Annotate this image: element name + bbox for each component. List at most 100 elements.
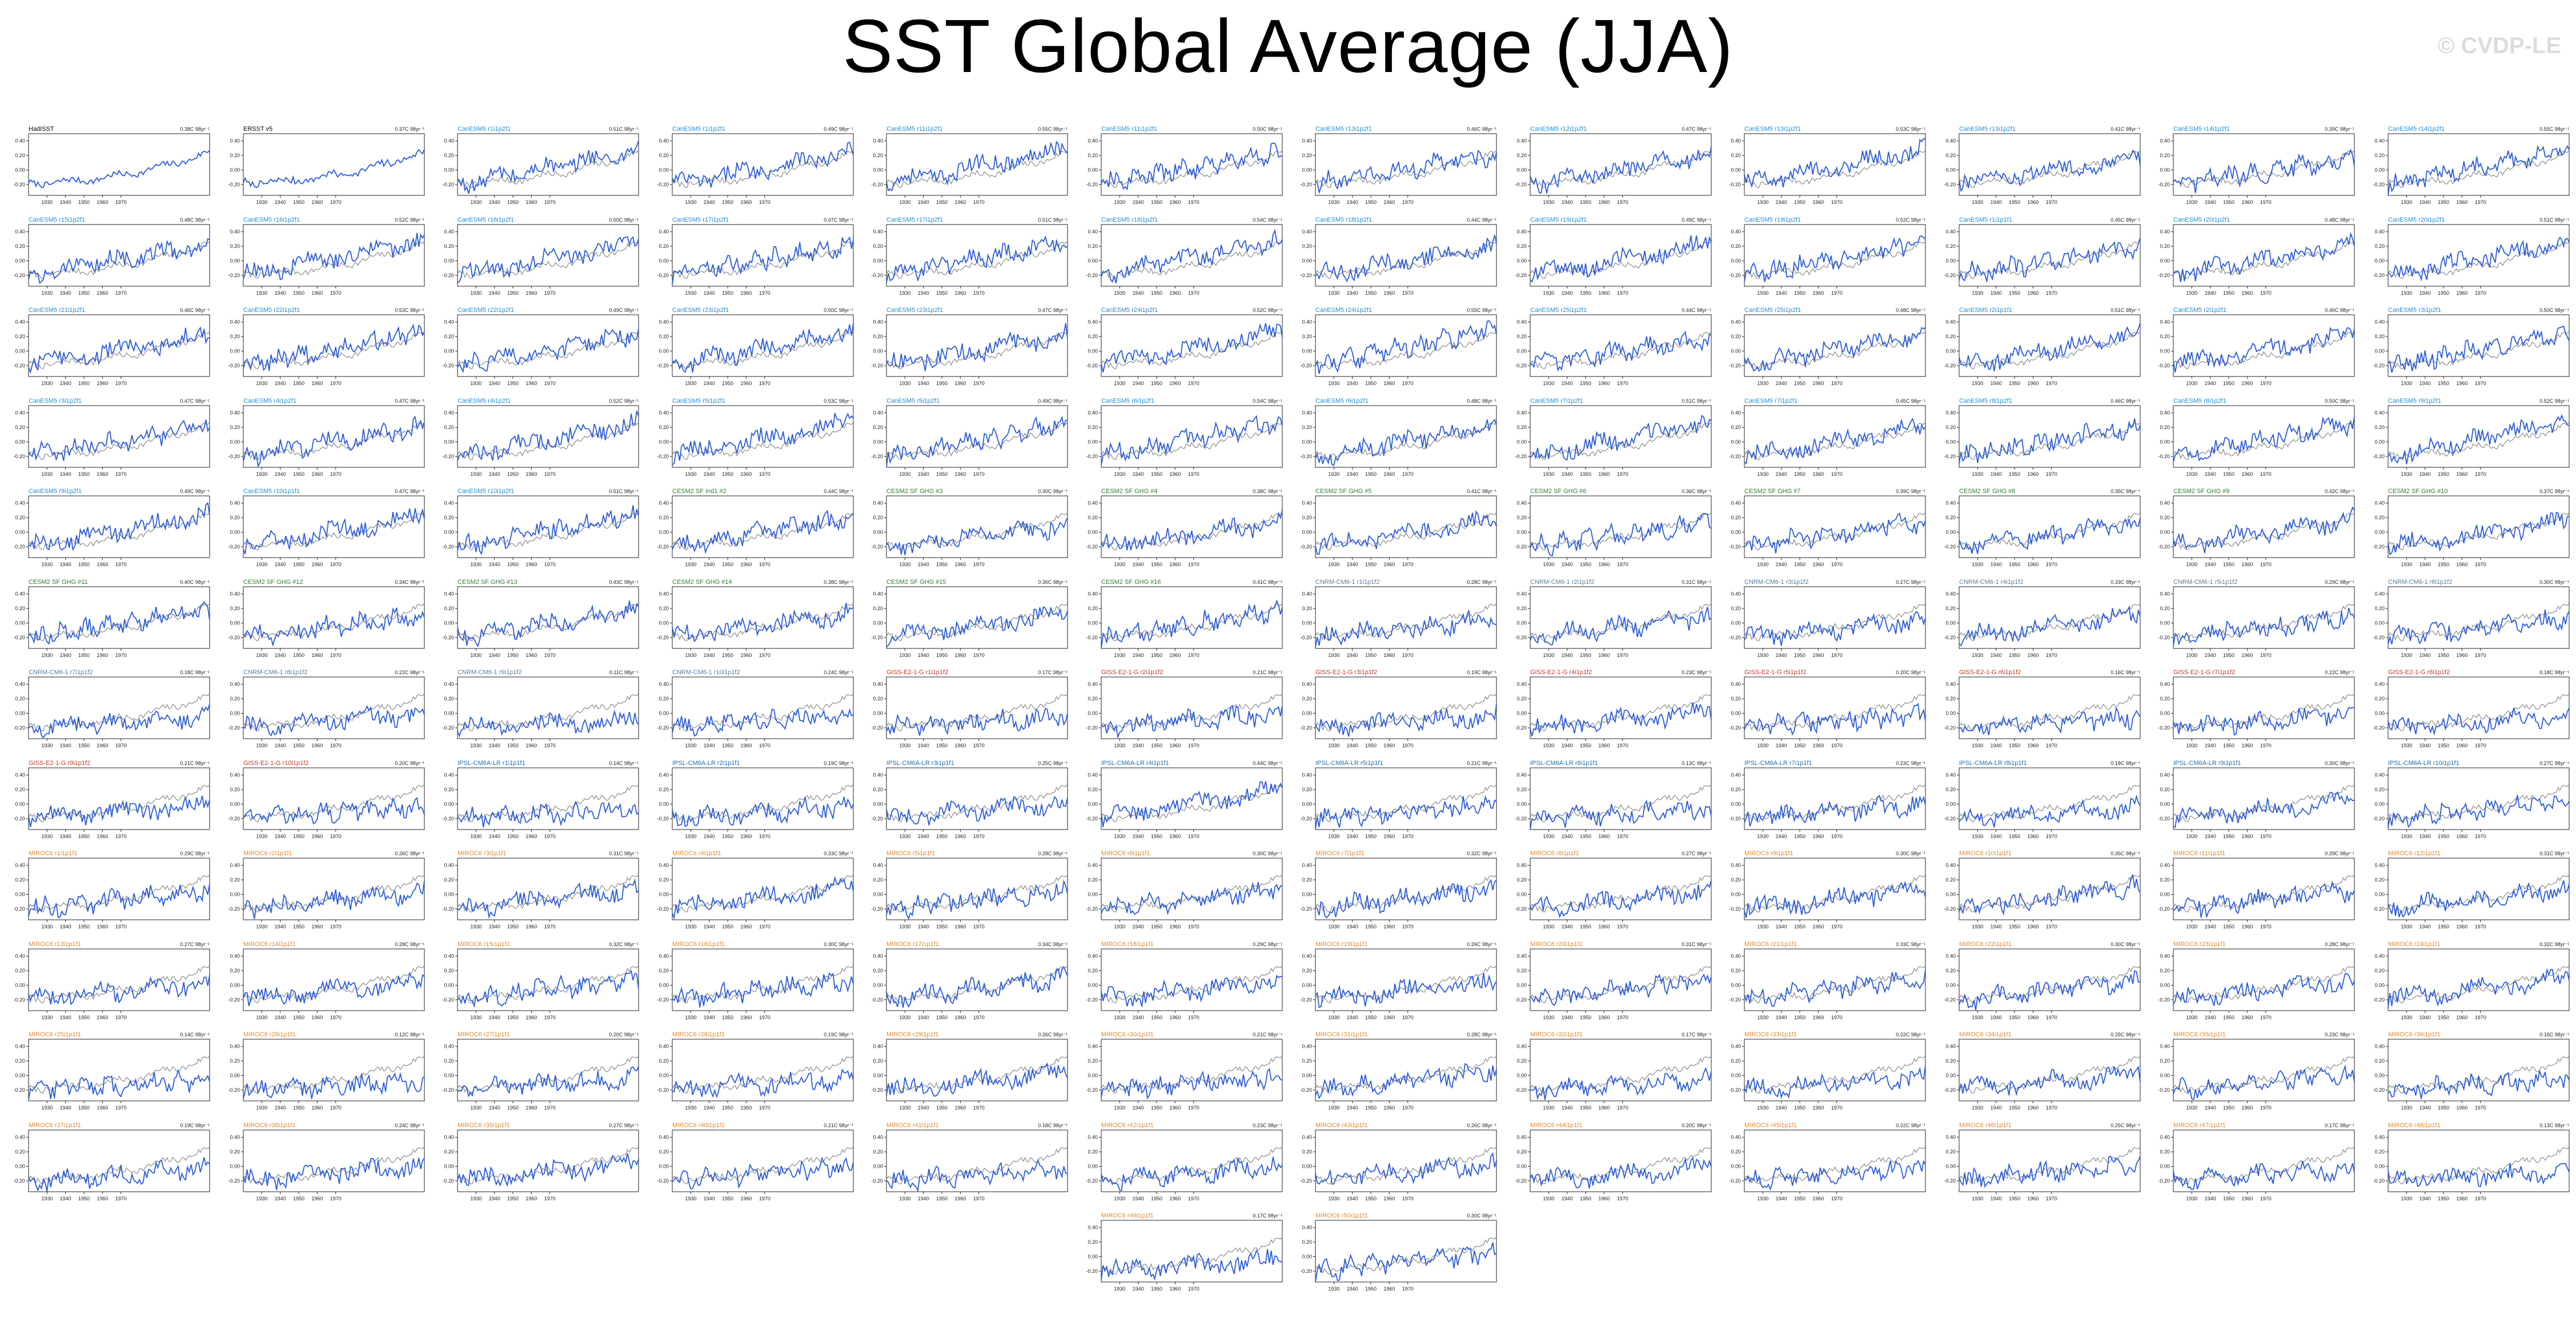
y-tick-label: 0.40 [230,500,240,506]
y-tick-label: -0.20 [1515,363,1527,368]
y-tick-label: 0.20 [873,1058,883,1064]
x-tick-label: 1930 [470,290,482,296]
y-tick-label: 0.00 [659,982,669,988]
panel-svg: CanESM5 r1i1p2f1 0.49C 98yr⁻¹-0.200.000.2… [657,126,854,205]
x-tick-label: 1950 [1365,924,1377,930]
x-tick-label: 1970 [973,1015,985,1020]
panel-trend: 0.32C 98yr⁻¹ [609,942,639,947]
x-tick-label: 1930 [256,199,267,205]
y-tick-label: 0.20 [230,424,240,430]
panel-trend: 0.35C 98yr⁻¹ [2110,488,2140,494]
y-tick-label: 0.40 [444,319,454,325]
x-tick-label: 1950 [936,471,948,477]
y-tick-label: -0.20 [1729,544,1741,550]
x-tick-label: 1960 [311,652,323,658]
y-tick-label: 0.20 [1945,606,1956,611]
x-tick-label: 1970 [973,1105,985,1111]
x-tick-label: 1950 [1151,380,1162,386]
x-tick-label: 1950 [1794,471,1805,477]
plot-frame [1530,224,1711,286]
panel-trend: 0.31C 98yr⁻¹ [1682,579,1711,585]
y-tick-label: 0.40 [1088,229,1098,234]
panel-svg: MIROC6 r49i1p1f1 0.17C 98yr⁻¹-0.200.000.2… [1086,1212,1283,1292]
y-tick-label: 0.00 [1088,982,1098,988]
x-tick-label: 1930 [685,380,696,386]
x-tick-label: 1940 [489,290,500,296]
x-tick-label: 1950 [936,743,948,748]
x-tick-label: 1970 [1831,562,1843,567]
panel-trend: 0.18C 98yr⁻¹ [2110,760,2140,766]
x-tick-label: 1930 [256,1015,267,1020]
plot-frame [672,676,853,739]
x-tick-label: 1950 [1794,1105,1805,1111]
x-tick-label: 1960 [2456,924,2467,930]
x-tick-label: 1970 [2260,380,2272,386]
x-tick-label: 1930 [1757,743,1768,748]
observed-series-line [457,874,639,912]
panel-title: CanESM5 r6i1p2f1 [1101,398,1154,404]
simulated-series-line [2387,512,2569,555]
x-tick-label: 1960 [97,1196,108,1201]
panel-trend: 0.30C 98yr⁻¹ [2539,579,2569,585]
x-tick-label: 1970 [1831,380,1843,386]
y-tick-label: 0.00 [15,1073,25,1079]
plot-frame [1959,224,2140,286]
x-tick-label: 1970 [1831,652,1843,658]
x-tick-label: 1970 [2474,743,2486,748]
panel-svg: MIROC6 r29i1p1f1 0.26C 98yr⁻¹-0.200.000.2… [871,1031,1068,1111]
panel-svg: IPSL-CM6A-LR r7i1p1f1 0.23C 98yr⁻¹-0.200.… [1729,760,1926,839]
simulated-series-line [1958,1155,2141,1188]
x-tick-label: 1930 [1543,471,1554,477]
x-tick-label: 1950 [78,652,90,658]
y-tick-label: 0.40 [2374,682,2385,687]
chart-panel: CNRM-CM6-1 r10i1p1f2 0.24C 98yr⁻¹ -0.20 0.0… [649,668,858,754]
y-tick-label: -0.20 [1086,815,1098,821]
chart-panel: CanESM5 r13i1p2f1 0.46C 98yr⁻¹ -0.20 0.00 0.… [1293,125,1501,210]
plot-frame [1744,586,1926,648]
observed-series-line [1744,693,1926,731]
y-tick-label: 0.20 [2160,1058,2170,1064]
panel-trend: 0.27C 98yr⁻¹ [609,1123,639,1128]
x-tick-label: 1930 [685,834,696,839]
y-tick-label: 0.00 [1731,892,1741,898]
y-tick-label: 0.20 [873,877,883,883]
panel-svg: CanESM5 r23i1p2f1 0.47C 98yr⁻¹-0.200.000.… [871,307,1068,386]
x-tick-label: 1950 [1794,652,1805,658]
chart-panel: GISS-E2-1-G r2i1p1f2 0.21C 98yr⁻¹ -0.20 0.0… [1078,668,1287,754]
chart-panel: CanESM5 r20i1p2f1 0.48C 98yr⁻¹ -0.20 0.00 0.… [2150,215,2359,301]
y-tick-label: 0.40 [1516,772,1527,778]
x-tick-label: 1960 [2456,290,2467,296]
x-tick-label: 1940 [2419,1105,2430,1111]
panel-svg: MIROC6 r8i1p1f1 0.27C 98yr⁻¹-0.200.000.20… [1515,850,1712,930]
x-tick-label: 1970 [973,924,985,930]
y-tick-label: 0.20 [1731,606,1741,611]
panel-trend: 0.41C 98yr⁻¹ [1467,488,1496,494]
y-tick-label: 0.20 [873,334,883,339]
x-tick-label: 1930 [1757,562,1768,567]
x-tick-label: 1970 [1831,1196,1843,1201]
panel-svg: MIROC6 r19i1p1f1 0.26C 98yr⁻¹-0.200.000.2… [1300,941,1497,1020]
y-tick-label: -0.20 [228,906,240,912]
x-tick-label: 1960 [97,290,108,296]
plot-frame [457,314,639,377]
x-tick-label: 1940 [918,471,929,477]
y-tick-label: 0.00 [15,348,25,354]
x-tick-label: 1930 [2186,562,2197,567]
x-tick-label: 1960 [2027,471,2039,477]
y-tick-label: -0.20 [1300,725,1312,731]
x-tick-label: 1970 [115,1196,127,1201]
x-tick-label: 1940 [60,562,71,567]
panel-trend: 0.16C 98yr⁻¹ [2110,670,2140,675]
x-tick-label: 1960 [2456,743,2467,748]
x-tick-label: 1950 [722,1015,733,1020]
y-tick-label: 0.20 [15,877,25,883]
x-tick-label: 1950 [1794,199,1805,205]
x-tick-label: 1940 [274,199,286,205]
y-tick-label: -0.20 [657,1087,669,1093]
panel-title: CNRM-CM6-1 r4i1p1f2 [1959,579,2023,586]
x-tick-label: 1960 [97,471,108,477]
x-tick-label: 1930 [256,1196,267,1201]
y-tick-label: 0.20 [2160,1149,2170,1155]
panel-trend: 0.52C 98yr⁻¹ [1253,307,1282,313]
plot-frame [2388,767,2569,830]
